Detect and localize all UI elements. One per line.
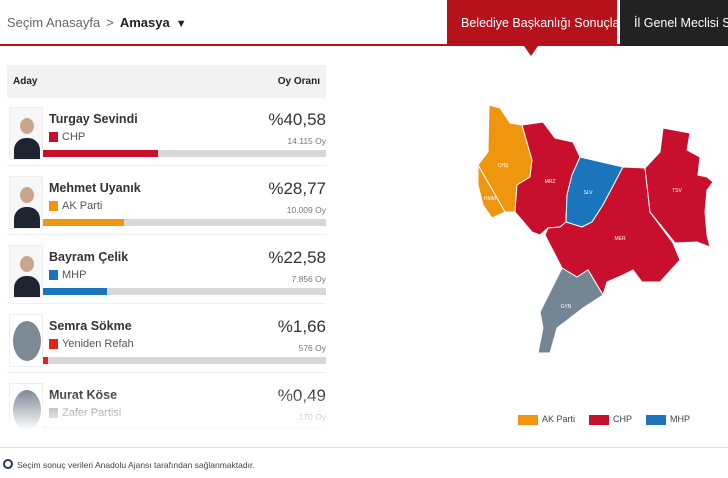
candidate-name: Bayram Çelik bbox=[49, 250, 129, 264]
vote-percent: %28,77 bbox=[268, 179, 326, 198]
legend-label: MHP bbox=[670, 414, 691, 424]
legend-item: MHP bbox=[646, 414, 690, 425]
district-label: CHŞ bbox=[498, 163, 509, 169]
vote-share-bar bbox=[43, 219, 326, 226]
district-label: SLV bbox=[583, 190, 593, 196]
candidate-party: Yeniden Refah bbox=[49, 338, 134, 350]
candidate-list[interactable]: Turgay Sevindi CHP %40,58 14.115 Oy Mehm… bbox=[7, 100, 326, 430]
legend-swatch bbox=[646, 414, 667, 425]
candidate-row[interactable]: Bayram Çelik MHP %22,58 7.856 Oy bbox=[7, 238, 326, 304]
district-label: MRZ bbox=[545, 179, 556, 185]
vote-share-fill bbox=[43, 357, 48, 364]
vote-share-bar bbox=[43, 357, 326, 364]
legend-swatch bbox=[589, 414, 610, 425]
party-name: MHP bbox=[62, 269, 87, 281]
tab-mayoral-results[interactable]: Belediye Başkanlığı Sonuçları bbox=[447, 0, 617, 46]
breadcrumb-home-link[interactable]: Seçim Anasayfa bbox=[7, 15, 101, 30]
data-source-note: Seçim sonuç verileri Anadolu Ajansı tara… bbox=[17, 460, 255, 470]
vote-share-fill bbox=[43, 150, 158, 157]
candidate-name: Turgay Sevindi bbox=[49, 112, 138, 126]
legend-item: CHP bbox=[589, 414, 632, 425]
candidate-row[interactable]: Semra Sökme Yeniden Refah %1,66 576 Oy bbox=[7, 307, 326, 373]
district-label: TSV bbox=[672, 188, 682, 194]
candidate-party: MHP bbox=[49, 269, 86, 281]
party-logo-icon bbox=[49, 270, 58, 280]
breadcrumb: Seçim Anasayfa > Amasya ▼ bbox=[7, 15, 187, 30]
breadcrumb-separator: > bbox=[106, 15, 114, 30]
column-vote-share: Oy Oranı bbox=[277, 76, 320, 87]
province-selector[interactable]: Amasya bbox=[119, 15, 170, 30]
vote-count: 14.115 Oy bbox=[287, 136, 326, 146]
party-name: CHP bbox=[62, 131, 86, 143]
vote-share-fill bbox=[43, 288, 107, 295]
district-label: MER bbox=[614, 236, 626, 242]
district-label: HMM bbox=[484, 196, 496, 202]
anadolu-agency-icon bbox=[3, 459, 13, 469]
tab-provincial-council-results[interactable]: İl Genel Meclisi Sonuçları bbox=[620, 0, 728, 46]
party-logo-icon bbox=[49, 339, 58, 349]
vote-share-fill bbox=[43, 219, 125, 226]
vote-share-bar bbox=[43, 150, 326, 157]
candidate-photo bbox=[9, 176, 43, 229]
party-name: AK Parti bbox=[62, 200, 103, 212]
vote-percent: %40,58 bbox=[268, 110, 326, 129]
candidate-photo bbox=[9, 314, 43, 367]
legend-label: AK Parti bbox=[542, 414, 576, 424]
party-name: Yeniden Refah bbox=[62, 338, 134, 350]
map-legend: AK Parti CHP MHP bbox=[518, 414, 690, 425]
column-candidate: Aday bbox=[13, 76, 38, 87]
list-fade bbox=[7, 390, 326, 430]
party-logo-icon bbox=[49, 132, 58, 142]
legend-label: CHP bbox=[613, 414, 633, 424]
header: Seçim Anasayfa > Amasya ▼ Belediye Başkanlı… bbox=[0, 0, 728, 46]
candidate-party: AK Parti bbox=[49, 200, 102, 212]
candidate-name: Semra Sökme bbox=[49, 319, 132, 333]
vote-share-bar bbox=[43, 288, 326, 295]
legend-item: AK Parti bbox=[518, 414, 575, 425]
vote-percent: %22,58 bbox=[268, 248, 326, 267]
district-gyn[interactable] bbox=[537, 267, 604, 354]
vote-count: 7.856 Oy bbox=[291, 274, 327, 284]
candidate-row[interactable]: Mehmet Uyanık AK Parti %28,77 10.009 Oy bbox=[7, 169, 326, 235]
legend-swatch bbox=[518, 414, 538, 425]
candidate-photo bbox=[9, 107, 43, 160]
candidate-name: Mehmet Uyanık bbox=[49, 181, 141, 195]
vote-percent: %1,66 bbox=[277, 317, 326, 336]
candidate-party: CHP bbox=[49, 131, 85, 143]
party-logo-icon bbox=[49, 201, 58, 211]
vote-count: 10.009 Oy bbox=[286, 205, 326, 215]
district-tsv[interactable] bbox=[644, 127, 714, 248]
district-hmm[interactable] bbox=[477, 163, 506, 219]
candidate-photo bbox=[9, 245, 43, 298]
caret-down-icon[interactable]: ▼ bbox=[175, 18, 187, 30]
footer: Seçim sonuç verileri Anadolu Ajansı tara… bbox=[0, 447, 728, 478]
active-tab-pointer bbox=[524, 46, 538, 56]
candidate-row[interactable]: Turgay Sevindi CHP %40,58 14.115 Oy bbox=[7, 100, 326, 166]
district-label: GYN bbox=[561, 304, 572, 310]
table-header: Aday Oy Oranı bbox=[7, 65, 326, 98]
vote-count: 576 Oy bbox=[298, 343, 326, 353]
